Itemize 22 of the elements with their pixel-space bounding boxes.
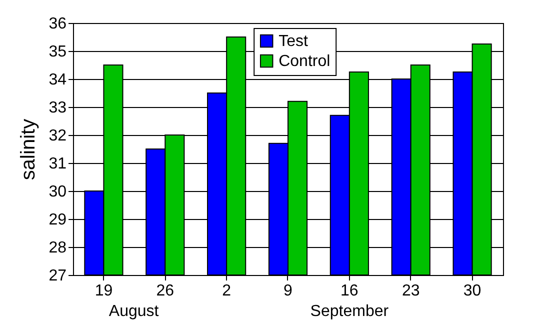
- y-tick-label: 34: [48, 72, 67, 88]
- x-tick-label: 2: [222, 282, 232, 300]
- x-tick-label: 9: [284, 282, 293, 300]
- y-tick-label: 35: [48, 44, 67, 60]
- y-tick-label: 28: [48, 240, 67, 256]
- y-tick-label: 27: [48, 268, 67, 284]
- text: September: [310, 303, 390, 320]
- legend-label: Control: [278, 53, 330, 70]
- y-tick-label: 33: [48, 100, 67, 116]
- legend-label: Test: [278, 33, 308, 50]
- y-tick-label: 29: [48, 212, 67, 228]
- y-tick-label: 31: [48, 156, 67, 172]
- y-tick-label: 32: [48, 128, 67, 144]
- x-tick-label: 26: [156, 282, 174, 300]
- y-tick-label: 36: [48, 16, 67, 32]
- text: August: [108, 303, 160, 320]
- y-tick-label: 30: [48, 184, 67, 200]
- x-tick-label: 16: [340, 282, 358, 300]
- x-tick-label: 30: [463, 282, 482, 300]
- y-axis-title: salinity: [18, 118, 40, 180]
- x-tick-label: 23: [402, 282, 420, 300]
- x-tick-label: 19: [94, 282, 113, 300]
